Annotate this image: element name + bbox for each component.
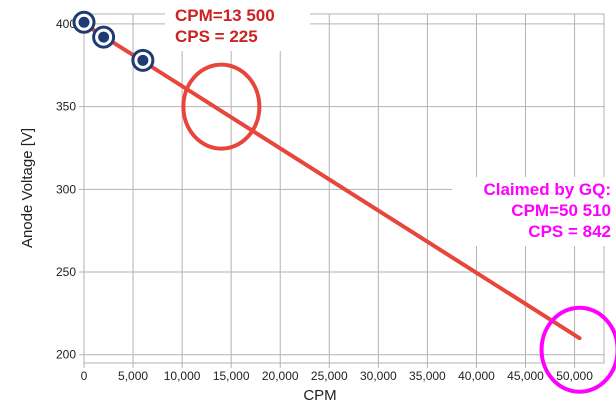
x-tick-label: 35,000: [409, 369, 446, 383]
x-tick-label: 25,000: [311, 369, 348, 383]
data-point: [131, 48, 155, 72]
annotation-line: CPM=13 500: [175, 6, 275, 25]
x-tick-label: 20,000: [262, 369, 299, 383]
x-tick-label: 30,000: [360, 369, 397, 383]
highlight-circle: [181, 62, 262, 151]
annotation-background: [165, 3, 310, 51]
x-tick-label: 10,000: [164, 369, 201, 383]
x-tick-label: 0: [81, 369, 88, 383]
y-tick-label: 300: [56, 182, 76, 196]
highlight-circle: [539, 305, 616, 394]
annotation-line: Claimed by GQ:: [483, 180, 611, 199]
annotation: CPM=13 500 CPS = 225: [165, 3, 310, 51]
annotation-line: CPM=50 510: [511, 201, 611, 220]
data-point-dot: [137, 54, 149, 66]
data-point: [92, 25, 116, 49]
annotations: CPM=13 500 CPS = 225 Claimed by GQ: CPM=50 …: [165, 3, 614, 246]
annotation-background: [452, 177, 614, 246]
annotation-line: CPS = 225: [175, 27, 258, 46]
y-axis-title: Anode Voltage [V]: [19, 128, 36, 248]
trendline: [82, 21, 582, 341]
annotation: Claimed by GQ: CPM=50 510 CPS = 842: [452, 177, 614, 246]
data-points: [72, 10, 155, 72]
y-axis-ticks: 200 250 300 350 400: [56, 17, 76, 362]
highlight-circles: [181, 62, 616, 394]
x-tick-label: 15,000: [213, 369, 250, 383]
x-axis-ticks: 0 5,000 10,000 15,000 20,000 25,000 30,000 35,0…: [81, 369, 594, 383]
x-tick-label: 5,000: [118, 369, 148, 383]
data-point-dot: [98, 31, 110, 43]
x-tick-label: 40,000: [458, 369, 495, 383]
x-axis-title: CPM: [303, 387, 336, 404]
x-tick-label: 45,000: [507, 369, 544, 383]
trendline-layer: [82, 21, 582, 341]
y-tick-label: 200: [56, 348, 76, 362]
y-tick-label: 350: [56, 100, 76, 114]
y-tick-label: 400: [56, 17, 76, 31]
x-tick-label: 50,000: [556, 369, 593, 383]
annotation-line: CPS = 842: [528, 222, 611, 241]
data-point: [72, 10, 96, 34]
data-point-dot: [78, 16, 90, 28]
y-tick-label: 250: [56, 265, 76, 279]
